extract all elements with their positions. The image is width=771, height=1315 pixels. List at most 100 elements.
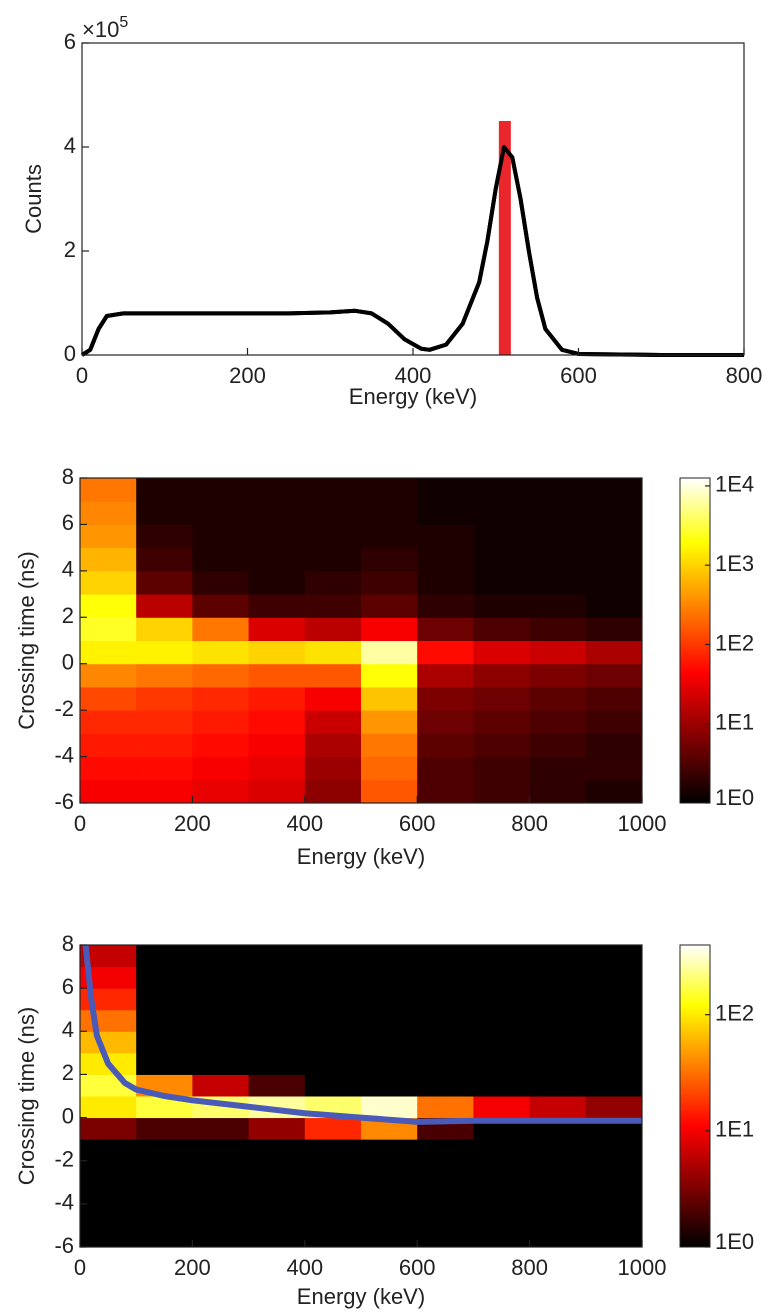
heat-cell [192,640,250,665]
heat-cell [80,1160,137,1183]
heat-cell [192,710,250,734]
heat-cell [192,501,250,525]
heat-cell [80,966,137,989]
heat-cell [192,1182,250,1205]
heat-cell [136,594,193,618]
x-tick-label: 400 [286,811,323,836]
heat-cell [192,1225,250,1248]
panel: 1E0 1E1 1E2 0 200 400 600 800 1000 -6 -4 -2 0 2 4 6 8 Ene… [14,931,754,1309]
heat-cell [248,594,306,618]
heat-cell [585,733,643,758]
heat-cell [417,945,474,968]
heat-cell [585,686,643,711]
heat-cell [136,1031,193,1054]
heat-cell [248,1182,306,1205]
heat-cell [248,1160,306,1183]
x-axis-label: Energy (keV) [297,1284,425,1309]
heat-cell [585,966,643,989]
heat-cell [529,1182,587,1205]
heat-cell [304,524,362,549]
heat-cell [473,686,531,711]
y-tick-label: 0 [64,341,76,366]
heat-cell [473,617,531,641]
heat-cell [529,547,587,572]
heat-cell [529,779,587,804]
y-tick-label: -2 [54,696,74,721]
heat-cell [585,756,643,781]
heat-cell [585,1096,643,1119]
x-tick-label: 200 [174,811,211,836]
heat-cell [248,1031,306,1054]
heat-cell [417,988,474,1011]
x-tick-label: 0 [76,363,88,388]
heat-cell [80,945,137,968]
heat-cell [192,733,250,758]
heat-cell [192,478,250,502]
heat-cell [361,779,418,804]
heat-cell [136,570,193,595]
heat-cell [80,1139,137,1162]
heat-cell [248,570,306,595]
y-tick-label: 6 [62,974,74,999]
heat-cell [192,1009,250,1032]
heat-cell [192,1160,250,1183]
heat-cell [529,1074,587,1097]
heat-cell [192,1203,250,1226]
exponent-base: ×10 [82,17,119,42]
heat-cell [304,988,362,1011]
heat-cell [304,945,362,968]
x-tick-label: 600 [399,1255,436,1280]
heat-cell [473,478,531,502]
heat-cell [304,1139,362,1162]
heat-cell [248,988,306,1011]
heat-cell [361,966,418,989]
y-tick-label: 4 [62,557,74,582]
x-tick-label: 1000 [618,811,667,836]
y-tick-label: -6 [54,789,74,814]
heat-cell [417,686,474,711]
heat-cell [417,594,474,618]
heat-cell [417,1182,474,1205]
heat-cell [361,945,418,968]
heat-cell [304,966,362,989]
colorbar [679,944,711,1248]
y-tick-label: 6 [62,510,74,535]
heat-cell [361,1096,418,1119]
heat-cell [192,1139,250,1162]
heat-cell [585,663,643,688]
heat-cell [585,1074,643,1097]
fit-line [82,944,642,1125]
heat-cell [529,945,587,968]
heat-cell [473,1182,531,1205]
heat-cell [136,966,193,989]
heat-cell [529,478,587,502]
heat-cell [585,570,643,595]
heat-cell [585,501,643,525]
heat-cell [304,478,362,502]
heat-cell [585,1203,643,1226]
y-tick-label: 4 [64,133,76,158]
heat-cell [136,1203,193,1226]
heat-cell [136,663,193,688]
y-tick-label: 8 [62,931,74,956]
axes-frame [79,477,643,804]
heat-cell [192,1052,250,1075]
heat-cell [304,640,362,665]
colorbar [679,477,711,804]
heat-cell [529,710,587,734]
heat-cell [417,1225,474,1248]
y-exponent: ×105 [82,14,128,42]
y-tick-label: 2 [64,237,76,262]
heat-cell [473,1009,531,1032]
heat-cell [417,1139,474,1162]
heat-cell [417,617,474,641]
heat-cell [304,1031,362,1054]
heat-cell [304,547,362,572]
heat-cell [304,686,362,711]
axes-frame [81,42,745,356]
heat-cell [473,945,531,968]
heat-cell [361,1031,418,1054]
x-tick-label: 400 [286,1255,323,1280]
heat-cell [304,1203,362,1226]
heat-cell [304,1074,362,1097]
